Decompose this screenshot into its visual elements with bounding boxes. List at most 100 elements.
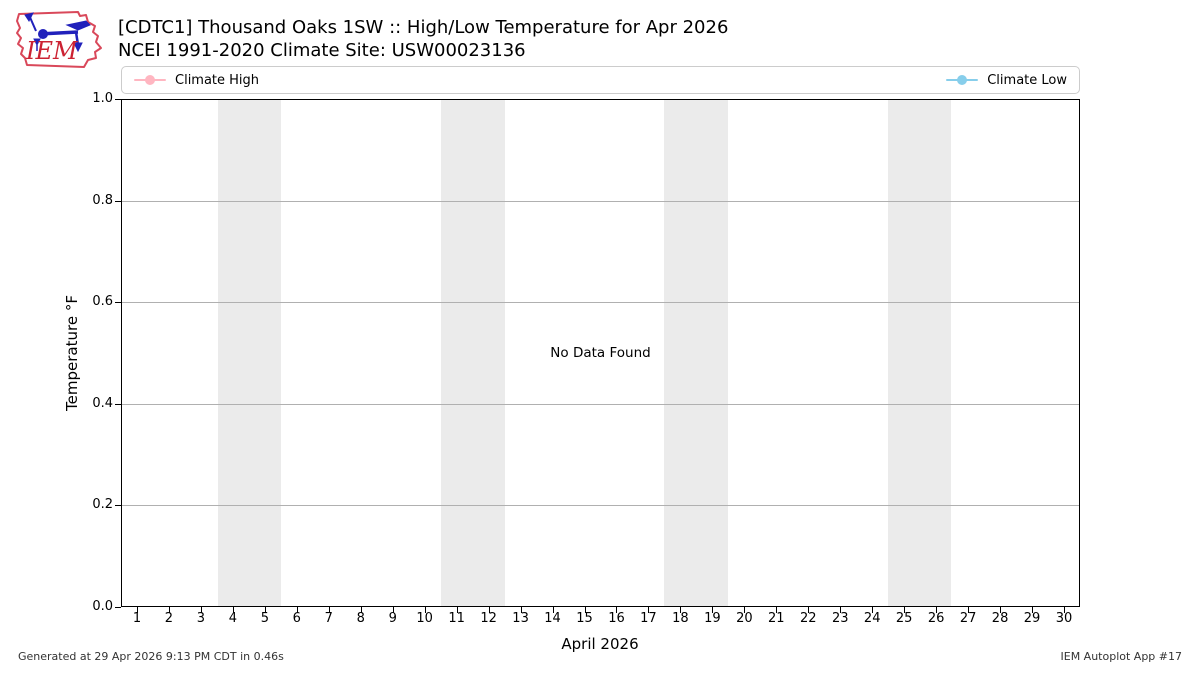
gridline: [122, 201, 1079, 203]
x-tick-label: 9: [388, 611, 397, 626]
legend-label-climate-low: Climate Low: [987, 72, 1067, 88]
gridline: [122, 403, 1079, 405]
x-tick-mark: [872, 607, 874, 613]
legend: Climate High Climate Low: [121, 66, 1080, 94]
y-tick-mark: [115, 505, 121, 507]
x-tick-mark: [424, 607, 426, 613]
x-tick-label: 4: [228, 611, 238, 626]
chart-title: [CDTC1] Thousand Oaks 1SW :: High/Low Te…: [118, 17, 729, 38]
x-tick-label: 25: [895, 611, 913, 626]
gridline: [122, 504, 1079, 506]
iem-logo: IEM: [12, 3, 108, 73]
y-tick-label: 0.2: [92, 497, 113, 513]
x-tick-mark: [904, 607, 906, 613]
iem-logo-text: IEM: [25, 37, 79, 65]
y-tick-label: 0.6: [92, 294, 113, 310]
weekend-band: [440, 100, 505, 606]
x-tick-mark: [840, 607, 842, 613]
no-data-annotation: No Data Found: [550, 345, 651, 361]
x-tick-label: 17: [640, 611, 657, 626]
legend-label-climate-high: Climate High: [175, 72, 260, 88]
x-tick-label: 3: [196, 611, 206, 626]
y-tick-mark: [115, 302, 121, 304]
legend-item-climate-low: Climate Low: [946, 73, 1067, 88]
x-tick-mark: [168, 607, 170, 613]
x-tick-mark: [680, 607, 682, 613]
legend-item-climate-high: Climate High: [134, 73, 259, 88]
x-tick-label: 12: [480, 611, 497, 626]
y-tick-label: 0.8: [92, 192, 113, 208]
y-tick-mark: [115, 607, 121, 608]
x-tick-mark: [1064, 607, 1066, 613]
x-tick-mark: [456, 607, 458, 613]
iowa-outline-graphic: IEM: [16, 11, 102, 68]
x-tick-label: 5: [260, 611, 269, 626]
x-tick-label: 22: [800, 611, 817, 626]
y-tick-mark: [115, 200, 121, 202]
x-tick-mark: [328, 607, 330, 613]
x-tick-label: 11: [448, 611, 465, 626]
x-tick-label: 30: [1055, 611, 1073, 626]
plot-area: No Data Found: [121, 99, 1080, 607]
x-tick-label: 18: [672, 611, 689, 626]
x-tick-label: 2: [164, 611, 174, 626]
x-tick-label: 27: [959, 611, 977, 626]
x-tick-mark: [808, 607, 810, 613]
climate-high-marker-icon: [134, 75, 166, 85]
weekend-band: [664, 100, 729, 606]
y-tick-label: 0.4: [92, 395, 113, 411]
x-tick-label: 29: [1023, 611, 1041, 626]
x-tick-label: 24: [863, 611, 881, 626]
y-tick-mark: [115, 403, 121, 405]
generated-timestamp: Generated at 29 Apr 2026 9:13 PM CDT in …: [18, 650, 284, 663]
x-tick-label: 23: [831, 611, 849, 626]
x-tick-label: 6: [292, 611, 301, 626]
x-tick-label: 20: [736, 611, 753, 626]
x-tick-mark: [200, 607, 202, 613]
x-tick-mark: [264, 607, 266, 613]
y-tick-label: 0.0: [92, 599, 113, 614]
x-tick-mark: [712, 607, 714, 613]
x-tick-mark: [936, 607, 938, 613]
x-tick-mark: [968, 607, 970, 613]
x-tick-mark: [776, 607, 778, 613]
weekend-band: [887, 100, 952, 606]
x-tick-mark: [616, 607, 618, 613]
x-tick-label: 7: [324, 611, 333, 626]
app-credit: IEM Autoplot App #17: [1060, 650, 1183, 663]
x-tick-mark: [232, 607, 234, 613]
x-tick-mark: [744, 607, 746, 613]
x-tick-label: 16: [608, 611, 625, 626]
x-tick-label: 19: [704, 611, 721, 626]
x-tick-label: 1: [132, 611, 142, 626]
y-tick-label: 1.0: [92, 91, 113, 106]
weathervane-icon: [24, 12, 91, 53]
gridline: [122, 302, 1079, 304]
weekend-band: [217, 100, 282, 606]
climate-high-dot: [145, 75, 155, 85]
x-tick-mark: [584, 607, 586, 613]
chart-subtitle: NCEI 1991-2020 Climate Site: USW00023136: [118, 40, 526, 61]
y-tick-mark: [115, 99, 121, 100]
x-tick-label: 14: [544, 611, 561, 626]
x-axis-title: April 2026: [561, 635, 639, 653]
x-tick-mark: [1000, 607, 1002, 613]
x-tick-label: 21: [768, 611, 785, 626]
x-tick-mark: [520, 607, 522, 613]
x-tick-mark: [296, 607, 298, 613]
y-axis-title: Temperature °F: [63, 295, 81, 411]
x-tick-label: 13: [512, 611, 529, 626]
x-tick-mark: [136, 607, 138, 613]
climate-low-marker-icon: [946, 75, 979, 85]
title-block: [CDTC1] Thousand Oaks 1SW :: High/Low Te…: [118, 16, 728, 62]
x-tick-label: 26: [927, 611, 945, 626]
x-tick-label: 10: [416, 611, 433, 626]
climate-low-dot: [957, 75, 968, 85]
x-tick-label: 8: [356, 611, 365, 626]
x-tick-mark: [488, 607, 490, 613]
x-tick-label: 28: [991, 611, 1009, 626]
x-tick-mark: [360, 607, 362, 613]
x-tick-mark: [392, 607, 394, 613]
x-tick-mark: [1032, 607, 1034, 613]
